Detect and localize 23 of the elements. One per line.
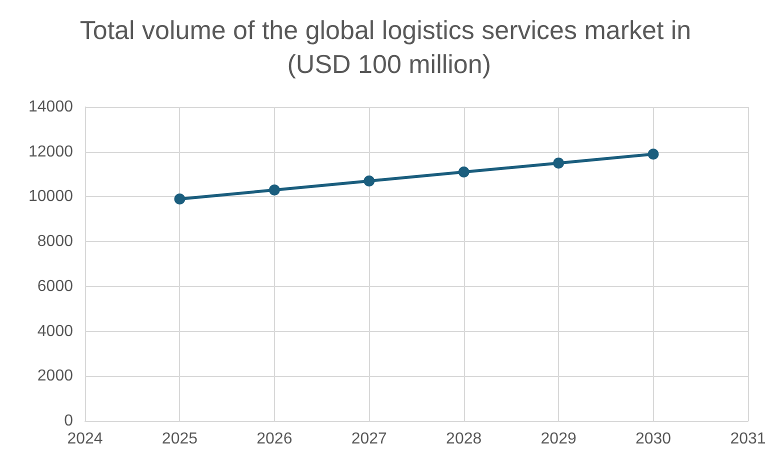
x-tick-label: 2026: [256, 430, 292, 448]
chart-title: Total volume of the global logistics services market in (USD 100 million): [80, 15, 692, 79]
x-tick-label: 2031: [730, 430, 766, 448]
y-tick-label: 4000: [37, 322, 74, 340]
point: [458, 166, 470, 178]
x-tick-label: 2024: [67, 430, 103, 448]
point: [553, 158, 564, 169]
x-tick-label: 2029: [540, 430, 576, 448]
x-tick-label: 2028: [446, 430, 482, 448]
point: [268, 184, 280, 196]
y-tick-label: 12000: [28, 143, 74, 160]
x-tick-label: 2027: [351, 430, 388, 448]
y-tick-label: 6000: [37, 278, 74, 295]
point: [364, 176, 375, 187]
x-tick-label: 2030: [635, 430, 672, 448]
y-tick-label: 14000: [28, 98, 74, 116]
y-tick-label: 10000: [28, 188, 74, 206]
y-tick-label: 2000: [37, 368, 74, 385]
y-tick-label: 8000: [37, 233, 74, 250]
x-tick-label: 2025: [162, 430, 198, 448]
point: [648, 148, 659, 160]
y-tick-label: 0: [64, 412, 74, 430]
point: [174, 193, 186, 204]
